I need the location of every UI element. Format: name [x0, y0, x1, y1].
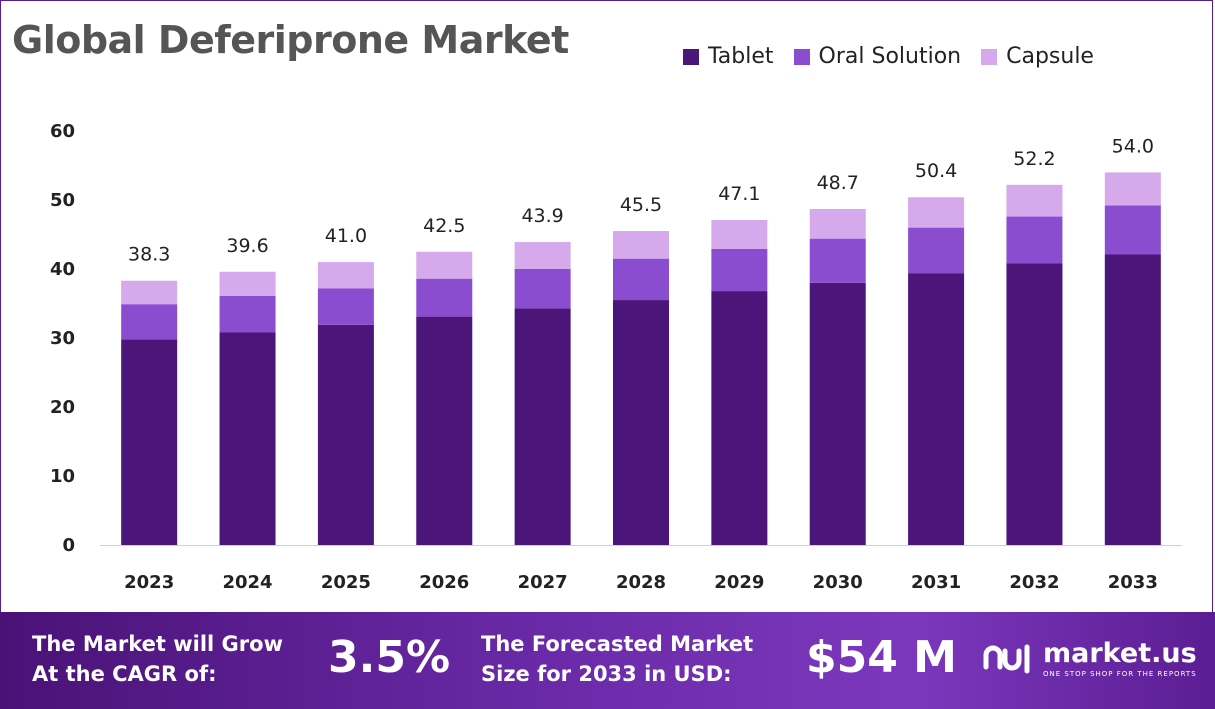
x-tick-label: 2029: [714, 572, 764, 593]
bar-segment-oral-solution: [1006, 216, 1063, 264]
bar-segment-tablet: [809, 282, 866, 545]
x-tick-label: 2031: [911, 572, 961, 593]
bar-segment-capsule: [514, 242, 571, 269]
bar-chart: 010203040506038.3202339.6202441.0202542.…: [50, 121, 1182, 593]
bar-segment-tablet: [416, 316, 473, 545]
bar-segment-capsule: [121, 280, 178, 305]
bar-segment-capsule: [809, 208, 866, 239]
x-tick-label: 2025: [321, 572, 371, 593]
data-label: 39.6: [226, 235, 268, 257]
x-tick-label: 2023: [124, 572, 174, 593]
bar-segment-tablet: [121, 339, 178, 545]
x-tick-label: 2027: [518, 572, 568, 593]
bar-segment-tablet: [711, 291, 768, 545]
bar-segment-tablet: [219, 332, 276, 545]
bar-segment-capsule: [908, 197, 965, 228]
y-tick-label: 20: [50, 397, 75, 418]
summary-banner: The Market will Grow At the CAGR of: 3.5…: [0, 612, 1215, 709]
brand-logo: market.us ONE STOP SHOP FOR THE REPORTS: [983, 640, 1197, 678]
bar-segment-tablet: [514, 308, 571, 545]
bar-segment-oral-solution: [809, 238, 866, 283]
bar-segment-oral-solution: [121, 304, 178, 340]
data-label: 38.3: [128, 244, 170, 266]
bar-segment-capsule: [613, 231, 669, 259]
bar-segment-capsule: [317, 262, 374, 289]
cagr-value: 3.5%: [328, 632, 451, 683]
data-label: 54.0: [1112, 135, 1154, 157]
cagr-label-line2: At the CAGR of:: [32, 662, 217, 686]
y-tick-label: 50: [50, 190, 75, 211]
data-label: 45.5: [620, 194, 662, 216]
legend: Tablet Oral Solution Capsule: [683, 44, 1114, 69]
legend-swatch-capsule: [981, 48, 998, 65]
brand-name: market.us: [1043, 638, 1197, 669]
x-tick-label: 2030: [813, 572, 863, 593]
bar-segment-capsule: [416, 251, 473, 279]
y-tick-label: 30: [50, 328, 75, 349]
data-label: 50.4: [915, 160, 957, 182]
data-label: 43.9: [521, 205, 563, 227]
y-tick-label: 0: [62, 535, 75, 556]
cagr-label-line1: The Market will Grow: [32, 632, 283, 656]
bar-segment-tablet: [908, 273, 965, 545]
y-tick-label: 60: [50, 121, 75, 142]
legend-label-oral-solution: Oral Solution: [818, 44, 962, 69]
x-tick-label: 2028: [616, 572, 666, 593]
data-label: 47.1: [718, 183, 760, 205]
legend-item-capsule: Capsule: [981, 44, 1094, 69]
bar-segment-oral-solution: [908, 227, 965, 274]
x-tick-label: 2033: [1108, 572, 1158, 593]
bar-segment-oral-solution: [711, 248, 768, 292]
legend-label-capsule: Capsule: [1006, 44, 1094, 69]
legend-swatch-tablet: [683, 48, 699, 65]
bar-segment-tablet: [1104, 254, 1161, 545]
forecast-label-line1: The Forecasted Market: [481, 632, 754, 656]
y-tick-label: 40: [50, 259, 75, 280]
bar-segment-oral-solution: [416, 278, 473, 317]
bar-segment-capsule: [1006, 184, 1063, 217]
bar-segment-tablet: [317, 324, 374, 545]
x-tick-label: 2024: [222, 572, 272, 593]
x-tick-label: 2026: [419, 572, 469, 593]
data-label: 52.2: [1013, 148, 1055, 170]
bar-segment-capsule: [219, 271, 276, 296]
bar-segment-oral-solution: [1104, 205, 1161, 255]
forecast-label: The Forecasted Market Size for 2033 in U…: [481, 629, 753, 689]
y-tick-label: 10: [50, 466, 75, 487]
brand-tagline: ONE STOP SHOP FOR THE REPORTS: [1043, 670, 1197, 678]
data-label: 42.5: [423, 215, 465, 237]
chart-title: Global Deferiprone Market: [12, 18, 569, 62]
forecast-value: $54 M: [806, 632, 957, 683]
forecast-label-line2: Size for 2033 in USD:: [481, 662, 732, 686]
bar-segment-capsule: [711, 220, 768, 249]
bar-segment-oral-solution: [613, 258, 669, 301]
bar-segment-tablet: [1006, 263, 1063, 545]
legend-label-tablet: Tablet: [708, 44, 774, 69]
bar-segment-oral-solution: [514, 269, 571, 309]
cagr-label: The Market will Grow At the CAGR of:: [32, 629, 283, 689]
bar-segment-oral-solution: [317, 288, 374, 325]
market-us-logo-icon: [983, 644, 1030, 674]
bar-segment-oral-solution: [219, 295, 276, 333]
legend-item-oral-solution: Oral Solution: [793, 44, 962, 69]
bar-segment-tablet: [613, 300, 669, 545]
x-tick-label: 2032: [1009, 572, 1059, 593]
legend-swatch-oral-solution: [793, 48, 810, 65]
legend-item-tablet: Tablet: [683, 44, 774, 69]
bar-segment-capsule: [1104, 172, 1161, 206]
data-label: 48.7: [817, 172, 859, 194]
data-label: 41.0: [325, 225, 367, 247]
